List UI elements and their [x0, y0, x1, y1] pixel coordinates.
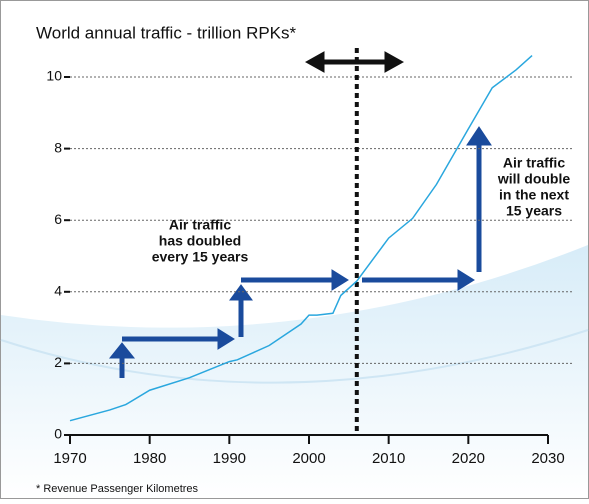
x-tick-label: 2030 — [531, 450, 564, 467]
y-tick-label: 2 — [54, 354, 62, 370]
annotation: will double — [497, 171, 571, 187]
y-tick-label: 6 — [54, 211, 62, 227]
annotation: every 15 years — [152, 249, 249, 265]
chart-title: World annual traffic - trillion RPKs* — [36, 23, 297, 42]
x-tick-label: 2000 — [292, 450, 325, 467]
background-arc — [0, 329, 589, 384]
annotation: Air traffic — [169, 217, 231, 233]
data-line — [69, 54, 533, 422]
arrow-head — [217, 328, 235, 350]
arrow-head — [466, 126, 492, 146]
x-tick-label: 2010 — [372, 450, 405, 467]
arrow-head — [457, 269, 475, 291]
arrow-head — [304, 51, 325, 73]
x-tick-label: 1970 — [53, 450, 86, 467]
annotation: Air traffic — [503, 155, 565, 171]
footnote: * Revenue Passenger Kilometres — [36, 483, 199, 495]
x-tick-label: 1980 — [133, 450, 166, 467]
y-tick-label: 0 — [54, 426, 62, 442]
y-tick-label: 8 — [54, 139, 62, 155]
x-tick-label: 1990 — [213, 450, 246, 467]
y-tick-label: 4 — [54, 283, 62, 299]
arrow-head — [108, 342, 136, 359]
arrow-head — [384, 51, 405, 73]
x-tick-label: 2020 — [452, 450, 485, 467]
annotation: in the next — [499, 187, 569, 203]
arrow-head — [229, 284, 253, 301]
arrow-head — [331, 269, 349, 291]
annotation: 15 years — [506, 203, 562, 219]
annotation: has doubled — [159, 233, 241, 249]
arrows — [108, 126, 492, 378]
y-tick-label: 10 — [46, 68, 62, 84]
